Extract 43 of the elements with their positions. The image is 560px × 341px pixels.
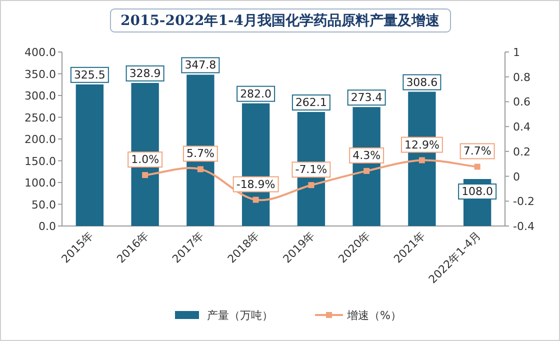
point xyxy=(308,182,314,188)
legend-label: 增速（%） xyxy=(346,309,402,322)
y-tick-label: 150.0 xyxy=(24,154,56,168)
y2-tick-label: 0.2 xyxy=(513,145,530,158)
data-label: -18.9% xyxy=(236,178,276,191)
data-label: 262.1 xyxy=(295,96,327,109)
point xyxy=(197,166,204,172)
legend-label: 产量（万吨） xyxy=(207,309,273,322)
data-label: 5.7% xyxy=(186,147,214,160)
y-tick-label: 100.0 xyxy=(24,176,56,190)
y-tick-label: 300.0 xyxy=(24,90,56,102)
title: 2015-2022年1-4月我国化学药品原料产量及增速 xyxy=(110,8,451,32)
data-label: 282.0 xyxy=(240,87,272,100)
y-tick-label: 50.0 xyxy=(32,198,56,212)
y2-tick-label: 0.4 xyxy=(513,120,530,134)
y-tick-label: 0.0 xyxy=(38,220,56,233)
data-label: -7.1% xyxy=(295,163,328,176)
point xyxy=(142,172,148,178)
data-label: 308.6 xyxy=(406,76,438,89)
y2-tick-label: 0.8 xyxy=(513,70,530,84)
y2-tick-label: -0.4 xyxy=(513,220,534,233)
chart-title: 2015-2022年1-4月我国化学药品原料产量及增速 xyxy=(120,12,441,29)
y-tick-label: 250.0 xyxy=(24,111,56,124)
point xyxy=(364,168,370,174)
y2-tick-label: 1 xyxy=(513,46,520,59)
data-label: 347.8 xyxy=(184,58,216,72)
point xyxy=(252,196,259,203)
point xyxy=(474,164,480,170)
y-tick-label: 200.0 xyxy=(24,133,56,146)
data-label: 4.3% xyxy=(352,148,381,162)
data-label: 12.9% xyxy=(404,138,440,152)
data-label: 325.5 xyxy=(74,68,106,82)
data-label: 1.0% xyxy=(131,153,160,166)
point xyxy=(418,157,425,164)
data-label: 7.7% xyxy=(463,144,492,158)
y-tick-label: 350.0 xyxy=(24,68,56,81)
data-label: 108.0 xyxy=(462,185,494,198)
y2-tick-label: 0.6 xyxy=(513,96,530,109)
y-tick-label: 400.0 xyxy=(24,46,56,59)
data-label: 328.9 xyxy=(129,66,161,80)
data-label: 273.4 xyxy=(350,91,382,104)
y2-tick-label: 0 xyxy=(513,170,520,184)
y2-tick-label: -0.2 xyxy=(513,195,534,208)
